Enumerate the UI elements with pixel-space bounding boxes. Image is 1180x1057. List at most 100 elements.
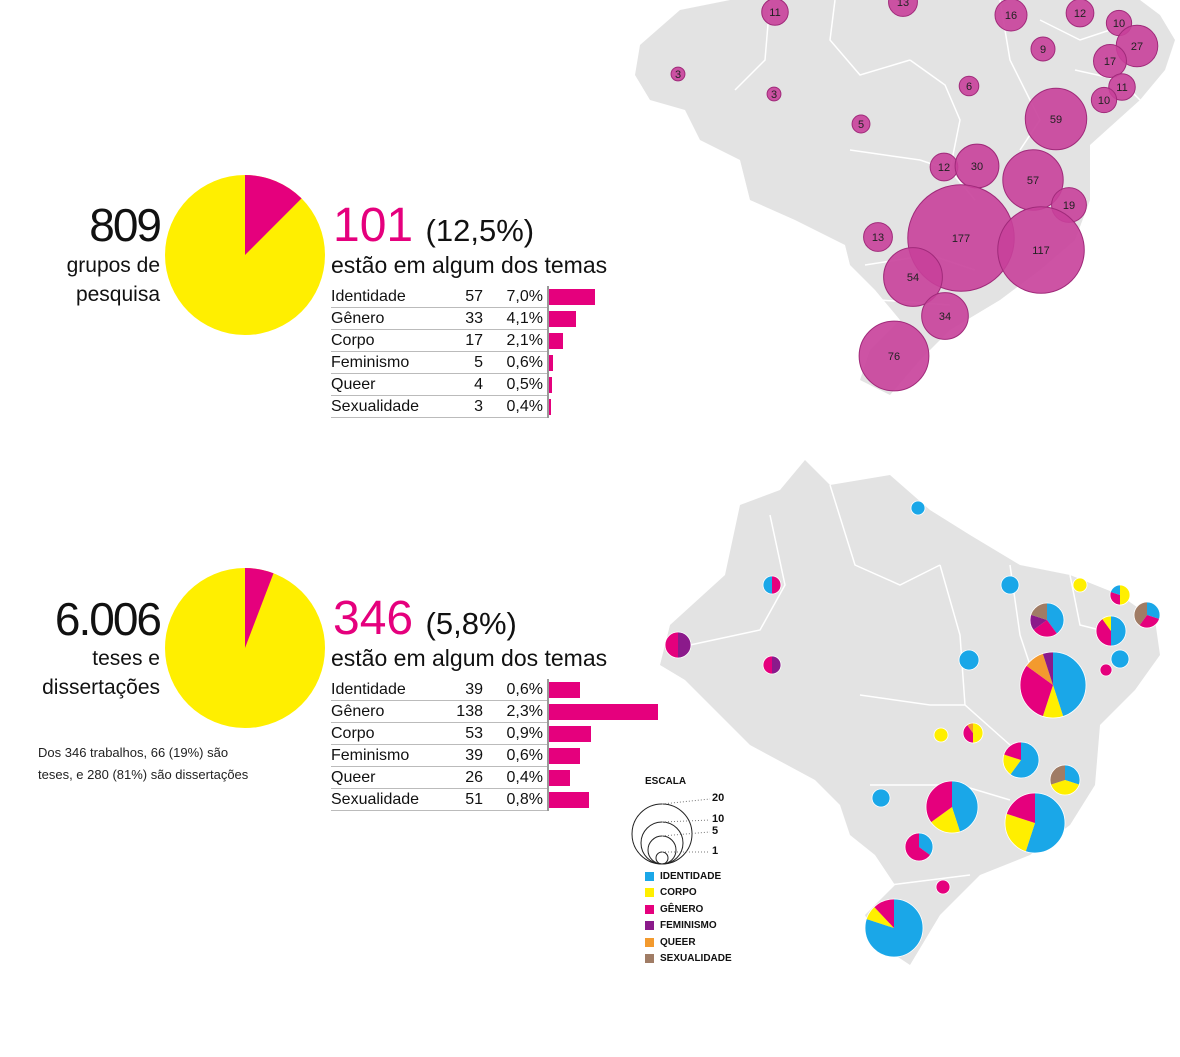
pie-marker-slice <box>926 781 952 823</box>
pie-marker-slice <box>1065 765 1080 785</box>
pie-marker-slice <box>1096 618 1111 646</box>
pie-marker-outline <box>910 500 926 516</box>
pie-marker-slice <box>1003 742 1021 760</box>
pie-marker-slice <box>905 833 931 861</box>
bubble-label: 17 <box>1104 56 1116 68</box>
pie-marker <box>762 575 782 595</box>
count-value: 33 <box>449 307 483 330</box>
pie-marker-outline <box>925 780 979 834</box>
percent-value: 0,9% <box>483 722 549 745</box>
bubble-label: 19 <box>1063 200 1075 212</box>
bar-cell <box>548 789 658 811</box>
count-value: 3 <box>449 395 483 418</box>
pie-marker-layer <box>664 500 1161 958</box>
pie-marker-slice <box>919 833 933 856</box>
pie-slice-themes <box>245 568 274 648</box>
bar <box>549 703 659 720</box>
pie-marker-slice <box>1102 616 1111 631</box>
pie-marker <box>962 722 984 744</box>
map-shape <box>660 460 1160 965</box>
pie-marker-slice <box>936 880 950 894</box>
scale-legend <box>631 798 711 865</box>
pie-marker-outline <box>962 722 984 744</box>
scale-label-10: 10 <box>712 813 725 825</box>
pie-marker <box>664 631 692 659</box>
category-label: Gênero <box>331 307 449 330</box>
bubble-label: 12 <box>938 162 950 174</box>
bar <box>549 354 554 371</box>
note-line2: teses, e 280 (81%) são dissertações <box>38 767 249 782</box>
bubble <box>883 247 943 307</box>
bubble-label: 3 <box>771 89 777 101</box>
table-row: Corpo 53 0,9% <box>331 722 658 745</box>
bubble-label: 10 <box>1113 18 1125 30</box>
count-value: 4 <box>449 373 483 396</box>
category-label: Corpo <box>331 722 449 745</box>
bubble <box>997 206 1085 294</box>
percent-value: 0,8% <box>483 788 549 811</box>
pie-marker-slice <box>930 807 961 833</box>
total-theses: 6.006 <box>54 593 162 645</box>
bar-cell <box>548 374 595 396</box>
legend-item-feminismo: FEMINISMO <box>645 918 732 935</box>
bar-cell <box>548 352 595 374</box>
pie-marker-outline <box>933 727 949 743</box>
pie-marker-slice <box>963 724 973 743</box>
bubble-layer: 11 13 16 12 10 27 9 17 3 3 6 11 10 5 59 12 30 57 19 13 177 11… <box>670 0 1159 392</box>
legend-item-corpo: CORPO <box>645 885 732 902</box>
bubble-label: 6 <box>966 81 972 93</box>
pie-marker-outline <box>664 631 692 659</box>
pie-marker-slice <box>763 656 772 674</box>
highlight-theses: 346 (5,8%) <box>333 595 517 643</box>
count-value: 5 <box>449 351 483 374</box>
legend-label: FEMINISMO <box>660 920 717 932</box>
pie-marker-slice <box>934 728 948 742</box>
pie-marker-outline <box>935 879 951 895</box>
category-label: Sexualidade <box>331 788 449 811</box>
bubble-label: 10 <box>1098 95 1110 107</box>
bar <box>549 288 596 305</box>
legend-title: ESCALA <box>645 776 687 787</box>
scale-circle-5 <box>647 835 677 865</box>
pie-marker-slice <box>1020 665 1053 717</box>
pie-marker-slice <box>1047 603 1064 634</box>
pie-marker-slice <box>1006 793 1035 823</box>
legend-swatch <box>645 921 654 931</box>
bubble-label: 177 <box>952 233 970 245</box>
count-value: 39 <box>449 679 483 701</box>
count-value: 17 <box>449 329 483 352</box>
bar-cell <box>548 767 658 789</box>
bubble <box>863 222 893 252</box>
bar <box>549 725 591 742</box>
pie-marker <box>935 879 951 895</box>
percent-value: 0,6% <box>483 744 549 767</box>
scale-label-20: 20 <box>712 792 725 804</box>
total-groups-label: grupos de pesquisa <box>10 251 160 309</box>
percent-value: 2,1% <box>483 329 549 352</box>
pie-marker <box>1072 577 1088 593</box>
percent-value: 7,0% <box>483 286 549 308</box>
pie-marker-slice <box>874 899 894 928</box>
bar <box>549 310 576 327</box>
count-value: 26 <box>449 766 483 789</box>
pie-marker-slice <box>678 632 691 658</box>
bar-cell <box>548 330 595 352</box>
bubble <box>670 66 686 82</box>
pie-marker-slice <box>1010 742 1039 778</box>
scale-circle-10 <box>640 821 684 865</box>
percent-value: 4,1% <box>483 307 549 330</box>
bubble <box>994 0 1028 32</box>
category-label: Corpo <box>331 329 449 352</box>
pie-marker <box>933 727 949 743</box>
headline-theses: estão em algum dos temas <box>331 645 608 671</box>
pie-marker-outline <box>1095 615 1127 647</box>
pie-marker-slice <box>1111 616 1126 646</box>
bar <box>549 398 552 415</box>
pie-marker-outline <box>1029 602 1065 638</box>
pie-marker-slice <box>1042 685 1064 718</box>
bubble <box>1024 87 1088 151</box>
pie-marker-slice <box>1005 813 1035 852</box>
table-row: Gênero 33 4,1% <box>331 307 595 330</box>
table-row: Feminismo 39 0,6% <box>331 744 658 767</box>
pie-marker <box>1004 792 1066 854</box>
